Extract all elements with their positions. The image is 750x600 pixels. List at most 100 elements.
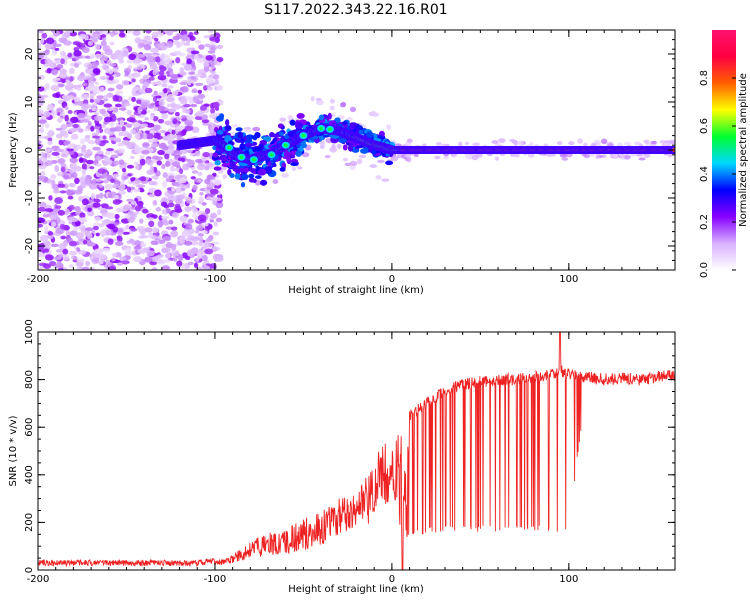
heatmap-point <box>111 257 116 262</box>
heatmap-point <box>121 167 127 173</box>
heatmap-point <box>51 69 59 76</box>
heatmap-point <box>166 62 173 70</box>
heatmap-point <box>114 150 119 154</box>
heatmap-point <box>211 241 220 245</box>
x-tick-label: 0 <box>389 574 395 585</box>
heatmap-point <box>71 161 77 168</box>
heatmap-point <box>149 165 154 173</box>
heatmap-point <box>349 106 357 113</box>
heatmap-point <box>153 90 158 96</box>
heatmap-point <box>207 86 213 91</box>
heatmap-point <box>45 37 55 45</box>
heatmap-point <box>43 63 50 68</box>
heatmap-point <box>132 72 141 78</box>
heatmap-point <box>89 99 94 103</box>
heatmap-point <box>244 128 252 133</box>
heatmap-point <box>216 256 224 262</box>
heatmap-point <box>80 226 87 233</box>
heatmap-point <box>194 150 201 157</box>
y-tick-label: -10 <box>24 190 35 206</box>
heatmap-point <box>145 30 152 34</box>
heatmap-point <box>529 141 534 146</box>
heatmap-point <box>66 95 75 100</box>
heatmap-point <box>107 79 115 85</box>
heatmap-point <box>155 95 162 99</box>
heatmap-point <box>277 123 284 129</box>
heatmap-point <box>561 157 569 161</box>
heatmap-point <box>198 241 204 247</box>
heatmap-point <box>74 177 80 185</box>
heatmap-point <box>122 231 130 235</box>
heatmap-x-axis-label: Height of straight line (km) <box>288 285 424 296</box>
heatmap-point <box>184 196 192 201</box>
heatmap-point <box>162 172 168 179</box>
heatmap-point <box>556 141 563 146</box>
heatmap-point <box>134 147 142 154</box>
heatmap-point <box>67 52 73 58</box>
heatmap-point <box>201 157 207 162</box>
heatmap-point <box>316 99 324 106</box>
heatmap-point <box>126 59 134 64</box>
x-tick-label: -100 <box>204 274 227 285</box>
heatmap-point <box>121 260 130 265</box>
heatmap-point <box>185 223 193 230</box>
heatmap-point <box>112 183 120 189</box>
x-tick-label: -200 <box>27 274 50 285</box>
heatmap-point <box>164 58 173 63</box>
heatmap-point <box>67 143 75 149</box>
heatmap-point <box>116 142 125 147</box>
heatmap-point <box>200 230 208 235</box>
heatmap-point <box>98 248 104 253</box>
heatmap-point <box>237 131 244 139</box>
heatmap-point <box>58 72 68 79</box>
heatmap-point <box>74 206 81 212</box>
heatmap-point <box>50 243 60 248</box>
heatmap-point <box>464 141 470 146</box>
heatmap-point <box>66 148 74 152</box>
heatmap-point <box>494 156 499 161</box>
heatmap-point <box>38 206 46 212</box>
heatmap-point <box>38 42 42 49</box>
y-tick-label: 20 <box>24 48 35 61</box>
heatmap-point <box>133 245 141 250</box>
heatmap-point <box>122 171 128 177</box>
heatmap-point <box>187 218 194 224</box>
heatmap-point <box>39 235 49 242</box>
heatmap-point <box>108 266 116 270</box>
heatmap-point <box>205 132 211 137</box>
heatmap-point <box>65 76 71 80</box>
heatmap-point <box>38 119 47 124</box>
heatmap-point <box>106 31 112 35</box>
heatmap-point <box>65 229 70 237</box>
heatmap-point <box>161 113 169 120</box>
heatmap-point <box>165 30 174 36</box>
heatmap-point <box>190 50 200 55</box>
heatmap-point <box>38 140 42 144</box>
heatmap-point <box>165 241 173 249</box>
heatmap-point <box>105 68 110 74</box>
heatmap-point <box>171 186 176 192</box>
heatmap-point <box>112 199 122 205</box>
heatmap-point <box>329 105 335 111</box>
heatmap-point <box>109 41 115 46</box>
heatmap-point <box>600 138 608 145</box>
heatmap-point <box>157 118 165 124</box>
heatmap-point <box>163 247 171 253</box>
heatmap-point <box>137 53 145 58</box>
heatmap-point <box>183 240 193 246</box>
heatmap-point <box>287 114 294 121</box>
heatmap-point <box>69 157 78 164</box>
heatmap-point <box>90 267 96 270</box>
heatmap-point <box>129 155 135 160</box>
heatmap-point <box>87 40 93 46</box>
heatmap-point <box>115 53 125 61</box>
heatmap-point <box>147 217 155 221</box>
heatmap-point <box>137 249 146 254</box>
heatmap-point <box>375 175 382 180</box>
heatmap-point <box>623 141 632 146</box>
heatmap-point <box>189 152 196 157</box>
heatmap-point <box>126 109 132 116</box>
heatmap-point <box>112 226 119 233</box>
heatmap-point <box>173 40 181 45</box>
